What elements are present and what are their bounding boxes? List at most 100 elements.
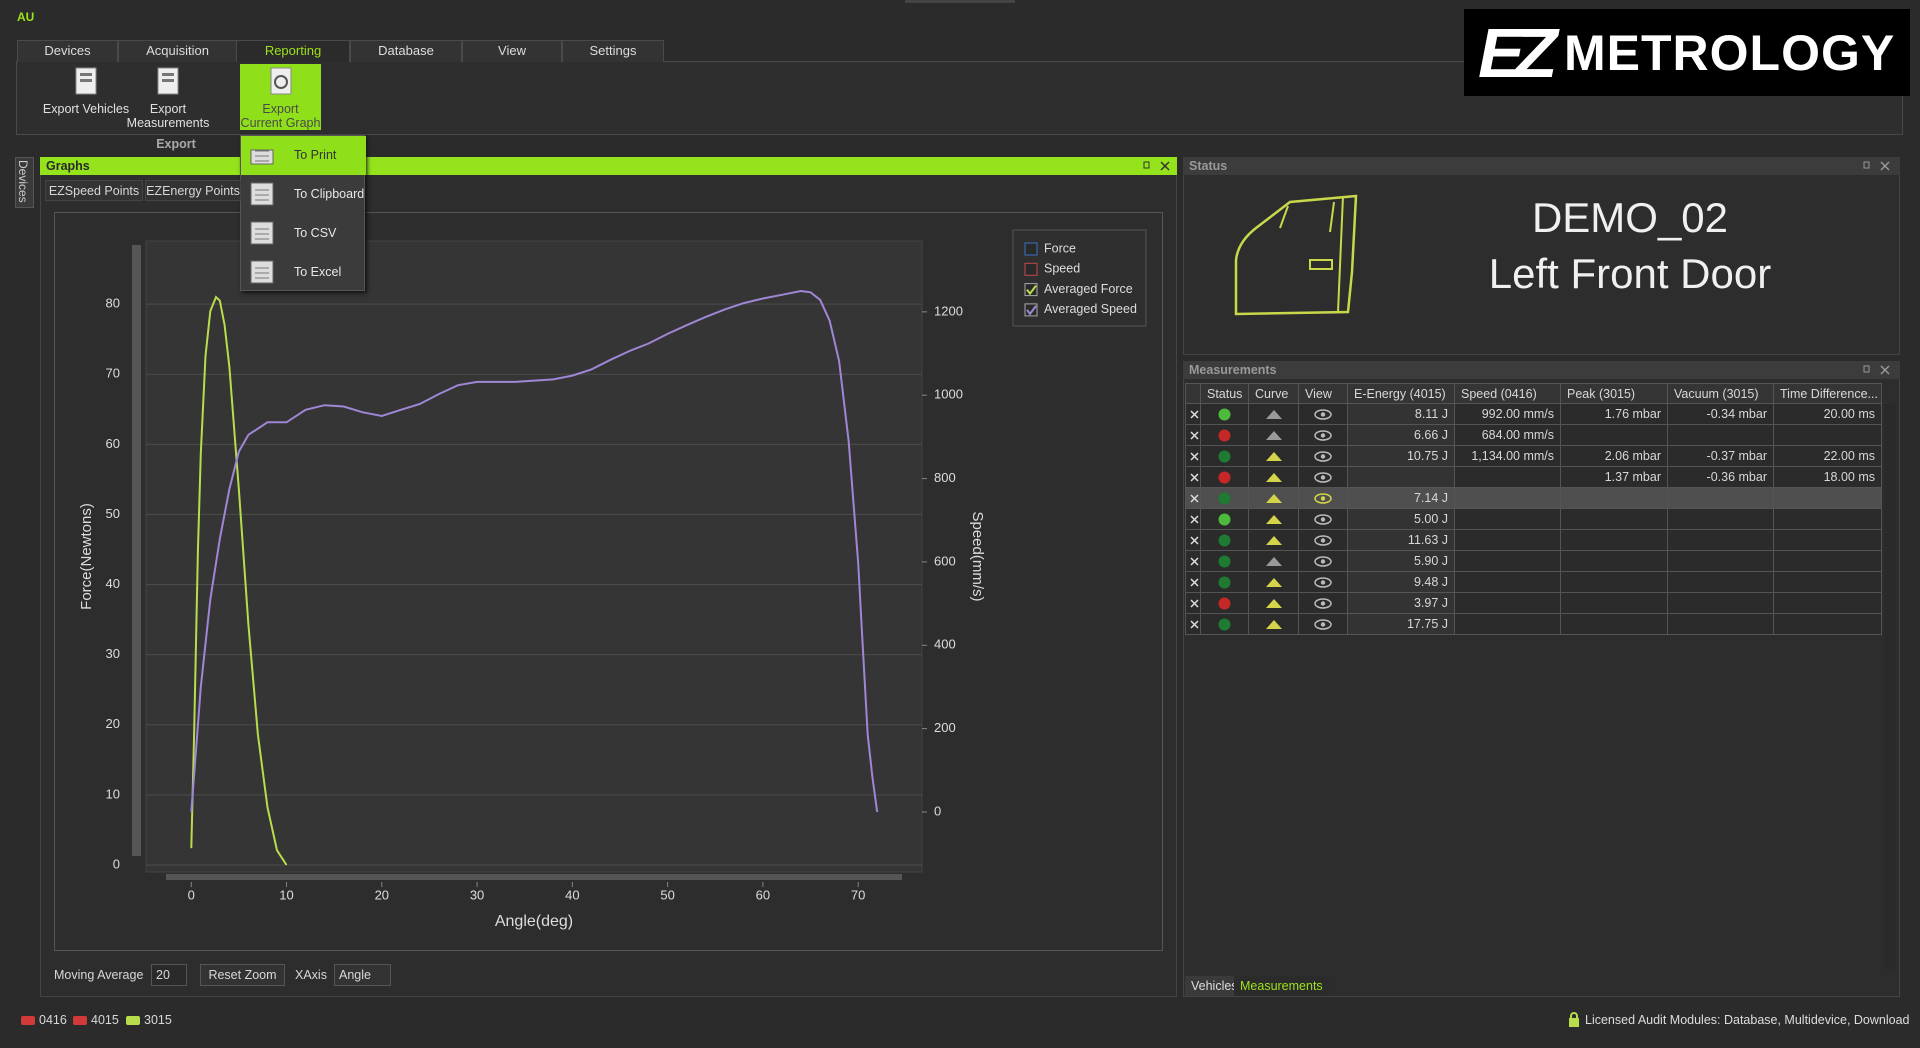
delete-cell[interactable]: [1185, 530, 1201, 551]
view-cell[interactable]: [1299, 446, 1348, 467]
legend-checkbox: [1024, 242, 1038, 256]
delete-cell[interactable]: [1185, 404, 1201, 425]
view-icon: [1314, 472, 1332, 483]
column-header[interactable]: Curve: [1249, 383, 1299, 404]
delete-cell[interactable]: [1185, 446, 1201, 467]
view-cell[interactable]: [1299, 509, 1348, 530]
menu-tab[interactable]: Settings: [562, 40, 664, 62]
column-header[interactable]: View: [1299, 383, 1348, 404]
menu-tab[interactable]: Acquisition: [118, 40, 237, 62]
icon-part: [1190, 536, 1199, 545]
column-header[interactable]: Time Difference...: [1774, 383, 1882, 404]
delete-cell[interactable]: [1185, 425, 1201, 446]
value-cell: [1455, 572, 1561, 593]
icon-part: [1320, 622, 1326, 627]
icon-part: [1218, 492, 1231, 505]
icon-part: [1143, 161, 1150, 169]
delete-icon: [1190, 431, 1199, 440]
bottom-tab[interactable]: Measurements: [1234, 976, 1329, 996]
xaxis-dropdown[interactable]: Angle: [334, 964, 391, 986]
view-cell[interactable]: [1299, 614, 1348, 635]
table-scrollbar[interactable]: [1884, 404, 1896, 969]
y-tick-label: 30: [106, 646, 120, 661]
value-cell: [1774, 551, 1882, 572]
menu-item[interactable]: To Print: [241, 136, 366, 175]
view-cell[interactable]: [1299, 425, 1348, 446]
curve-cell[interactable]: [1249, 551, 1299, 572]
graph-tab[interactable]: EZSpeed Points: [45, 180, 143, 201]
curve-cell[interactable]: [1249, 509, 1299, 530]
delete-cell[interactable]: [1185, 509, 1201, 530]
view-cell[interactable]: [1299, 572, 1348, 593]
status-dot: [1218, 450, 1231, 463]
device-icon: [73, 1016, 87, 1025]
view-cell[interactable]: [1299, 488, 1348, 509]
value-cell: [1774, 509, 1882, 530]
icon-part: [1314, 409, 1332, 420]
bottom-tab[interactable]: Vehicles: [1185, 976, 1244, 996]
column-header[interactable]: Speed (0416): [1455, 383, 1561, 404]
column-header[interactable]: E-Energy (4015): [1348, 383, 1455, 404]
icon-part: [1320, 559, 1326, 564]
icon-part: [1314, 556, 1332, 567]
menu-item[interactable]: To CSV: [241, 214, 366, 253]
curve-cell[interactable]: [1249, 614, 1299, 635]
menu-tab[interactable]: View: [462, 40, 562, 62]
moving-average-spinbox[interactable]: 20: [151, 964, 187, 986]
icon-part: [1218, 576, 1231, 589]
legend-check: [1026, 305, 1037, 316]
delete-cell[interactable]: [1185, 551, 1201, 572]
value-cell: 7.14 J: [1348, 488, 1455, 509]
curve-icon: [1266, 494, 1282, 503]
button-icon: [157, 67, 179, 95]
delete-cell[interactable]: [1185, 572, 1201, 593]
menu-tab[interactable]: Devices: [17, 40, 118, 62]
curve-cell[interactable]: [1249, 467, 1299, 488]
curve-cell[interactable]: [1249, 446, 1299, 467]
status-cell: [1201, 446, 1249, 467]
delete-cell[interactable]: [1185, 488, 1201, 509]
icon-part: [1320, 580, 1326, 585]
icon-part: [1266, 494, 1282, 503]
column-header[interactable]: Peak (3015): [1561, 383, 1668, 404]
panel-buttons[interactable]: [1142, 160, 1174, 172]
menu-item[interactable]: To Clipboard: [241, 175, 366, 214]
column-header[interactable]: Status: [1201, 383, 1249, 404]
legend-label: Averaged Force: [1044, 282, 1133, 296]
menu-tab[interactable]: Reporting: [236, 40, 350, 62]
view-cell[interactable]: [1299, 467, 1348, 488]
menu-tab[interactable]: Database: [350, 40, 462, 62]
curve-cell[interactable]: [1249, 593, 1299, 614]
delete-cell[interactable]: [1185, 467, 1201, 488]
side-tab[interactable]: Devices: [15, 157, 34, 208]
column-header[interactable]: Vacuum (3015): [1668, 383, 1774, 404]
icon-part: [1863, 161, 1870, 169]
curve-cell[interactable]: [1249, 572, 1299, 593]
status-dot: [1218, 534, 1231, 547]
graph-tab[interactable]: EZEnergy Points: [145, 180, 241, 201]
delete-cell[interactable]: [1185, 593, 1201, 614]
status-dot: [1218, 576, 1231, 589]
view-cell[interactable]: [1299, 404, 1348, 425]
icon-part: [1218, 513, 1231, 526]
icon-part: [80, 73, 92, 76]
reset-zoom-button[interactable]: Reset Zoom: [200, 964, 285, 986]
ribbon-button[interactable]: Export Current Graph: [240, 64, 321, 130]
curve-cell[interactable]: [1249, 488, 1299, 509]
view-cell[interactable]: [1299, 530, 1348, 551]
view-cell[interactable]: [1299, 593, 1348, 614]
delete-cell[interactable]: [1185, 614, 1201, 635]
view-icon: [1314, 598, 1332, 609]
curve-cell[interactable]: [1249, 530, 1299, 551]
menu-item[interactable]: To Excel: [241, 253, 366, 292]
curve-cell[interactable]: [1249, 404, 1299, 425]
value-cell: 992.00 mm/s: [1455, 404, 1561, 425]
ribbon-button[interactable]: Export Vehicles: [40, 64, 132, 130]
panel-buttons[interactable]: [1862, 364, 1894, 376]
panel-buttons[interactable]: [1862, 160, 1894, 172]
view-cell[interactable]: [1299, 551, 1348, 572]
x-tick-label: 70: [851, 887, 865, 902]
ribbon-button[interactable]: Export Measurements: [118, 64, 218, 130]
curve-cell[interactable]: [1249, 425, 1299, 446]
